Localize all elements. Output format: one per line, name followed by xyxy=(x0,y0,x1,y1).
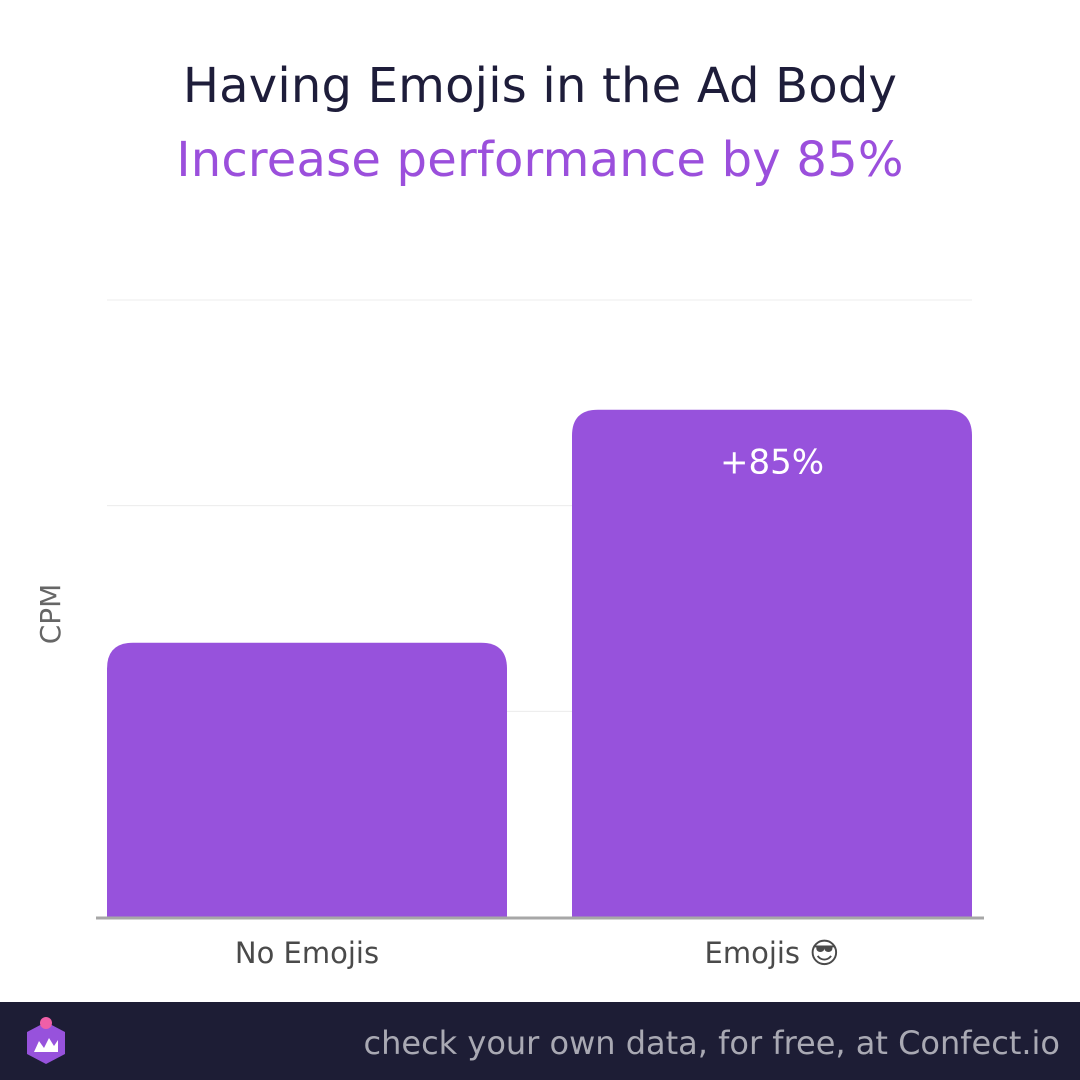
bar-chart: No Emojis +85% Emojis 😎 CPM xyxy=(34,299,984,970)
x-tick-label: Emojis 😎 xyxy=(705,936,840,970)
footer-bar: check your own data, for free, at Confec… xyxy=(0,1002,1080,1080)
footer-cta-text[interactable]: check your own data, for free, at Confec… xyxy=(363,1024,1060,1062)
bar-data-label: +85% xyxy=(720,443,824,483)
bar xyxy=(572,409,972,917)
chart-title: Having Emojis in the Ad Body xyxy=(182,58,898,114)
confect-logo-icon xyxy=(27,1017,65,1064)
bar xyxy=(107,642,507,917)
y-axis-label: CPM xyxy=(34,584,67,645)
x-tick-label: No Emojis xyxy=(235,936,379,970)
chart-subtitle: Increase performance by 85% xyxy=(176,132,904,188)
